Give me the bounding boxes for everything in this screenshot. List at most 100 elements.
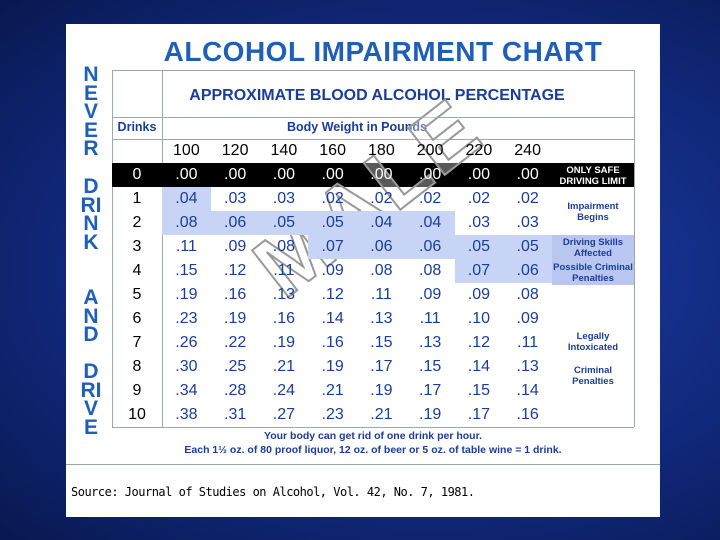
drinks-cell: 7: [132, 334, 142, 351]
value-cell: .19: [419, 406, 442, 423]
source: Source: Journal of Studies on Alcohol, V…: [71, 485, 475, 499]
weight-header: 100: [173, 142, 200, 159]
value-cell: .08: [272, 238, 295, 255]
zone-label: Criminal Penalties: [572, 365, 614, 387]
value-cell: .21: [370, 406, 393, 423]
value-cell: .07: [321, 238, 344, 255]
value-cell: .16: [516, 406, 539, 423]
value-cell: .17: [370, 358, 393, 375]
weight-header: 120: [221, 142, 249, 159]
value-cell: .28: [224, 382, 247, 399]
value-cell: .23: [175, 310, 198, 327]
value-cell: .02: [370, 190, 393, 207]
rule: [112, 70, 634, 71]
value-cell: .19: [224, 310, 247, 327]
value-cell: .12: [321, 286, 344, 303]
value-cell: .38: [175, 406, 198, 423]
value-cell: .14: [321, 310, 344, 327]
subtitle: APPROXIMATE BLOOD ALCOHOL PERCENTAGE: [189, 87, 565, 104]
rule: [112, 427, 634, 428]
value-cell: .22: [224, 334, 247, 351]
weight-header: 180: [368, 142, 395, 159]
value-cell: .09: [467, 286, 490, 303]
note: Each 1½ oz. of 80 proof liquor, 12 oz. o…: [184, 444, 562, 456]
value-cell: .11: [175, 238, 197, 255]
note: Your body can get rid of one drink per h…: [264, 430, 482, 442]
value-cell: .04: [370, 214, 393, 231]
value-cell: .11: [517, 334, 539, 351]
drinks-cell: 1: [132, 190, 142, 207]
value-cell: .08: [175, 214, 198, 231]
side-word: DRIVE: [80, 360, 102, 439]
value-cell: .11: [273, 262, 295, 279]
shade: [308, 235, 357, 259]
rule: [112, 139, 634, 140]
value-cell: .15: [175, 262, 198, 279]
rule: [162, 70, 163, 427]
value-cell: .00: [467, 166, 490, 183]
zone-label: Driving Skills Affected: [562, 237, 624, 259]
weight-header: 140: [270, 142, 298, 159]
shade: [405, 235, 455, 259]
value-cell: .17: [419, 382, 442, 399]
value-cell: .14: [467, 358, 490, 375]
value-cell: .09: [224, 238, 247, 255]
zone-label: Possible Criminal Penalties: [553, 262, 633, 284]
value-cell: .00: [370, 166, 393, 183]
value-cell: .04: [419, 214, 442, 231]
weight-header: 160: [319, 142, 346, 159]
value-cell: .00: [272, 166, 295, 183]
value-cell: .06: [419, 238, 442, 255]
side-word: AND: [83, 286, 99, 347]
value-cell: .25: [224, 358, 247, 375]
shade: [259, 211, 309, 235]
rule: [112, 70, 113, 427]
shade: [503, 235, 552, 259]
shade: [162, 211, 211, 235]
drinks-cell: 6: [132, 310, 142, 327]
value-cell: .12: [467, 334, 490, 351]
value-cell: .04: [175, 190, 198, 207]
zone-band: [552, 235, 634, 285]
shade: [308, 211, 357, 235]
value-cell: .08: [370, 262, 393, 279]
value-cell: .03: [467, 214, 490, 231]
value-cell: .14: [516, 382, 539, 399]
shade: [162, 187, 211, 211]
value-cell: .19: [321, 358, 344, 375]
value-cell: .10: [467, 310, 490, 327]
value-cell: .15: [467, 382, 490, 399]
shade: [357, 235, 406, 259]
value-cell: .09: [321, 262, 344, 279]
value-cell: .13: [516, 358, 539, 375]
value-cell: .02: [321, 190, 344, 207]
drinks-cell: 10: [128, 406, 146, 423]
value-cell: .09: [516, 310, 539, 327]
value-cell: .19: [370, 382, 393, 399]
chart-card: ALCOHOL IMPAIRMENT CHART APPROXIMATE BLO…: [66, 24, 660, 517]
value-cell: .27: [272, 406, 295, 423]
value-cell: .11: [370, 286, 392, 303]
zone-label: ONLY SAFE DRIVING LIMIT: [559, 165, 627, 187]
row-header: Drinks: [117, 120, 157, 134]
shade: [454, 259, 504, 283]
rule: [66, 464, 660, 465]
value-cell: .00: [224, 166, 247, 183]
shade: [210, 211, 260, 235]
value-cell: .03: [224, 190, 247, 207]
drinks-cell: 3: [132, 238, 142, 255]
value-cell: .02: [467, 190, 490, 207]
zone-band: [552, 163, 634, 187]
value-cell: .07: [467, 262, 490, 279]
value-cell: .05: [321, 214, 344, 231]
value-cell: .15: [419, 358, 442, 375]
value-cell: .02: [516, 190, 539, 207]
value-cell: .05: [516, 238, 539, 255]
value-cell: .30: [175, 358, 198, 375]
shade: [357, 211, 406, 235]
value-cell: .16: [224, 286, 247, 303]
value-cell: .08: [419, 262, 442, 279]
value-cell: .00: [321, 166, 344, 183]
zone-label: Legally Intoxicated: [567, 331, 619, 353]
